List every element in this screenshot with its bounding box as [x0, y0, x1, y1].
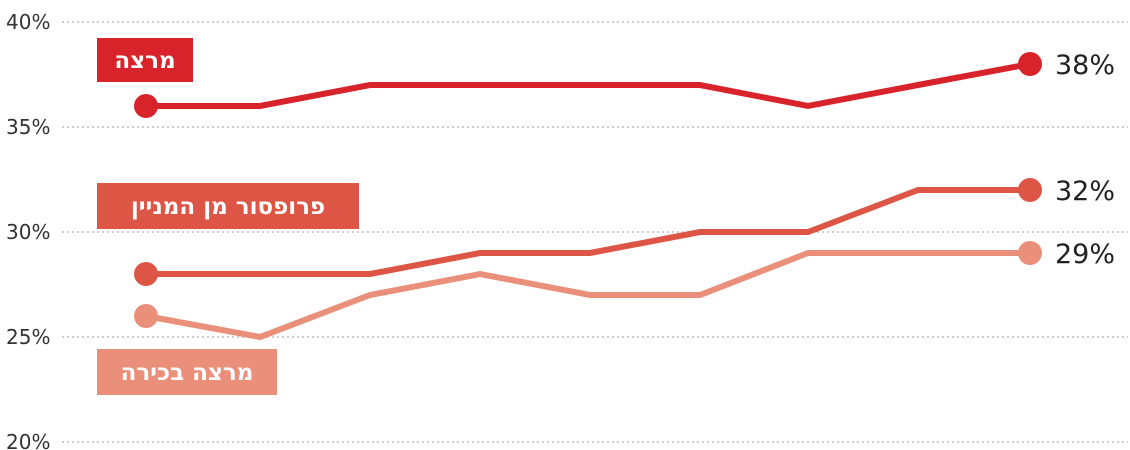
- series-labels: מרצה פרופסור מן המניין מרצה בכירה: [97, 38, 359, 395]
- series-name-label: פרופסור מן המניין: [131, 194, 325, 220]
- y-tick-label: 40%: [6, 10, 50, 34]
- series-end-label: 29%: [1055, 239, 1115, 270]
- series-end-label: 38%: [1055, 50, 1115, 81]
- series-label-box: [97, 349, 277, 395]
- series-end-point: [1018, 52, 1042, 76]
- y-tick-label: 20%: [6, 430, 50, 450]
- y-tick-label: 30%: [6, 220, 50, 244]
- series-line: [146, 187, 1030, 277]
- series-lines: 29% 32% 38%: [134, 50, 1115, 341]
- series-line: [146, 61, 1031, 110]
- series-start-point: [134, 262, 158, 286]
- series-name-label: מרצה בכירה: [121, 360, 254, 386]
- series-label-box: [97, 38, 193, 82]
- series-end-point: [1018, 178, 1042, 202]
- y-tick-label: 35%: [6, 115, 50, 139]
- series-end-point: [1018, 241, 1042, 265]
- series-end-label: 32%: [1055, 176, 1115, 207]
- series-start-point: [134, 94, 158, 118]
- y-tick-label: 25%: [6, 325, 50, 349]
- series-line: [145, 250, 1030, 341]
- series-label-box: [97, 183, 359, 229]
- y-axis-ticks: 20% 25% 30% 35% 40%: [6, 10, 50, 450]
- series-name-label: מרצה: [114, 48, 175, 74]
- series-start-point: [134, 304, 158, 328]
